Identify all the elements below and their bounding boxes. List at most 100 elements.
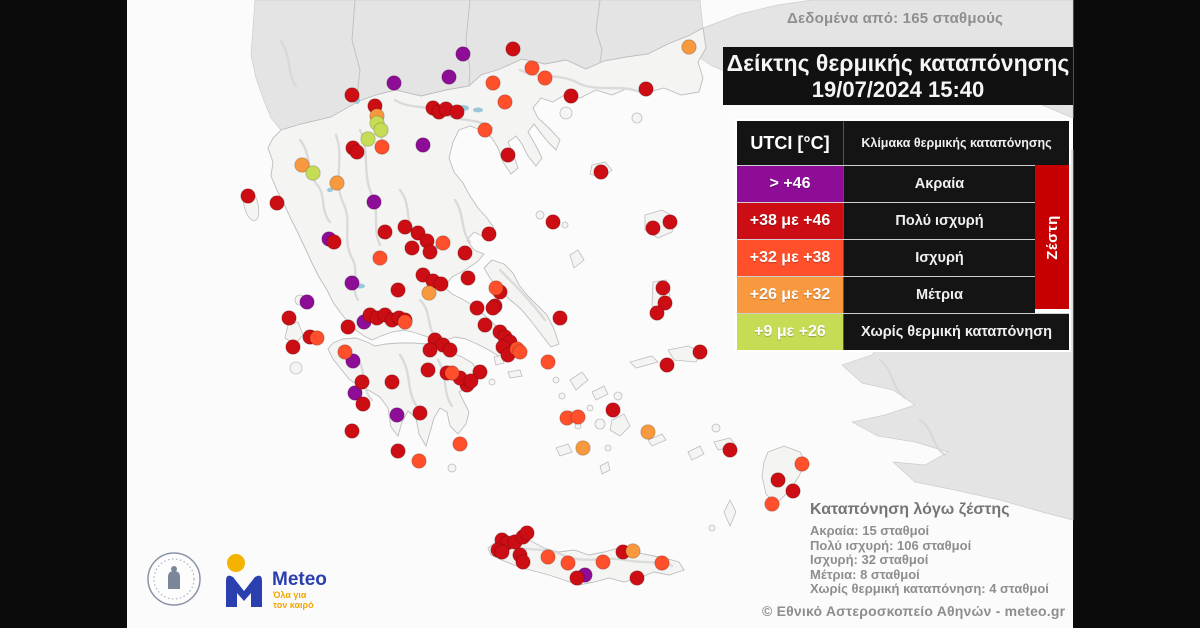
station-dot — [349, 144, 365, 160]
station-dot — [460, 270, 476, 286]
station-dot — [540, 549, 556, 565]
legend-row-none: +9 με +26 Χωρίς θερμική καταπόνηση — [737, 313, 1069, 350]
station-dot — [404, 240, 420, 256]
legend-row-very-strong: +38 με +46 Πολύ ισχυρή — [737, 202, 1069, 239]
island-alonissos — [561, 221, 569, 229]
station-dot — [340, 319, 356, 335]
station-dot — [593, 164, 609, 180]
meteo-logo-name: Meteo — [272, 569, 327, 590]
station-dot — [640, 424, 656, 440]
legend-swatch-moderate: +26 με +32 — [737, 277, 843, 313]
station-dot — [366, 194, 382, 210]
stats-line-very-strong: Πολύ ισχυρή: 106 σταθμοί — [810, 537, 972, 553]
station-dot — [497, 94, 513, 110]
station-dot — [354, 374, 370, 390]
station-dot — [442, 342, 458, 358]
meteo-logo: Meteo Όλα για τον καιρό — [226, 554, 327, 610]
station-dot — [657, 295, 673, 311]
legend-row-strong: +32 με +38 Ισχυρή — [737, 239, 1069, 276]
station-dot — [390, 443, 406, 459]
legend-label-none: Χωρίς θερμική καταπόνηση — [843, 314, 1069, 350]
island-hydra — [507, 369, 523, 379]
station-dot — [397, 314, 413, 330]
legend-label-moderate: Μέτρια — [843, 277, 1035, 313]
station-dot — [422, 342, 438, 358]
station-dot — [645, 220, 661, 236]
map-title: Δείκτης θερμικής καταπόνησης — [726, 49, 1070, 76]
island-kalymnos — [711, 423, 721, 433]
lake — [473, 107, 483, 113]
station-dot — [449, 104, 465, 120]
station-dot — [337, 344, 353, 360]
station-dot — [655, 280, 671, 296]
island-syros — [586, 404, 594, 412]
station-dot — [505, 41, 521, 57]
station-dot — [444, 365, 460, 381]
legend-label-strong: Ισχυρή — [843, 240, 1035, 276]
meteo-logo-dot — [227, 554, 245, 572]
station-dot — [722, 442, 738, 458]
station-dot — [519, 525, 535, 541]
title-box: Δείκτης θερμικής καταπόνησης 19/07/2024 … — [723, 47, 1073, 105]
meteo-logo-m — [226, 575, 262, 607]
island-thasos — [559, 106, 573, 120]
station-dot — [326, 234, 342, 250]
island-kasos — [708, 524, 716, 532]
station-dot — [485, 300, 501, 316]
station-dot — [605, 402, 621, 418]
station-dot — [422, 244, 438, 260]
map-timestamp: 19/07/2024 15:40 — [811, 76, 985, 102]
station-dot — [281, 310, 297, 326]
stats-line-extreme: Ακραία: 15 σταθμοί — [810, 523, 930, 538]
island-andros — [569, 371, 589, 391]
station-dot — [384, 374, 400, 390]
legend-table: UTCI [°C] Κλίμακα θερμικής καταπόνησης >… — [735, 119, 1071, 352]
station-dot — [560, 555, 576, 571]
island-zakynthos — [289, 361, 303, 375]
station-dot — [374, 139, 390, 155]
island-amorgos — [647, 433, 667, 447]
station-dot — [412, 405, 428, 421]
station-dot — [433, 276, 449, 292]
data-source-note: Δεδομένα από: 165 σταθμούς — [787, 10, 1003, 27]
station-dot — [294, 157, 310, 173]
island-samothrace — [631, 112, 643, 124]
station-dot — [420, 362, 436, 378]
station-dot — [764, 496, 780, 512]
station-dot — [540, 354, 556, 370]
lake — [327, 187, 333, 193]
island-skiathos — [535, 210, 545, 220]
station-dot — [344, 423, 360, 439]
station-dot — [477, 317, 493, 333]
legend-col2-header: Κλίμακα θερμικής καταπόνησης — [843, 121, 1069, 165]
station-dot — [299, 294, 315, 310]
heat-stress-stats: Καταπόνηση λόγω ζέστης Ακραία: 15 σταθμο… — [810, 501, 1049, 597]
stats-line-strong: Ισχυρή: 32 σταθμοί — [810, 552, 929, 567]
station-dot — [305, 165, 321, 181]
station-dot — [269, 195, 285, 211]
legend-swatch-very-strong: +38 με +46 — [737, 203, 843, 239]
legend-label-very-strong: Πολύ ισχυρή — [843, 203, 1035, 239]
station-dot — [463, 373, 479, 389]
stats-line-moderate: Μέτρια: 8 σταθμοί — [810, 566, 920, 582]
station-dot — [415, 137, 431, 153]
logo-area: Meteo Όλα για τον καιρό — [140, 541, 370, 621]
station-dot — [515, 554, 531, 570]
station-dot — [570, 409, 586, 425]
station-dot — [397, 219, 413, 235]
station-dot — [692, 344, 708, 360]
station-dot — [452, 436, 468, 452]
seal-figure — [168, 566, 180, 589]
station-dot — [512, 344, 528, 360]
station-dot — [344, 87, 360, 103]
island-skyros — [569, 249, 585, 269]
station-dot — [770, 472, 786, 488]
station-dot — [659, 357, 675, 373]
station-dot — [390, 282, 406, 298]
legend-label-extreme: Ακραία — [843, 166, 1035, 202]
station-dot — [500, 147, 516, 163]
station-dot — [477, 122, 493, 138]
island-milos — [555, 443, 573, 457]
legend-header-row: UTCI [°C] Κλίμακα θερμικής καταπόνησης — [737, 121, 1069, 165]
